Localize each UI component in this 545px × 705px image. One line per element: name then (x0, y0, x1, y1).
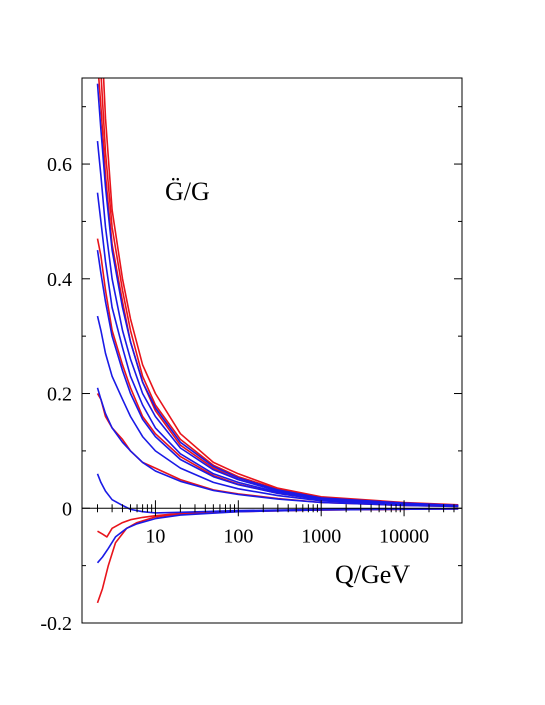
series-blue-10 (96, 249, 459, 507)
y-annotation: G̈/G (165, 177, 210, 206)
y-tick-label: 0.2 (47, 384, 72, 406)
series-blue-7 (96, 83, 459, 507)
y-axis: 0.6 0.4 0.2 0 -0.2 (40, 106, 462, 635)
x-axis: 10 100 1000 10000 (97, 500, 463, 547)
x-tick-label: 100 (223, 525, 253, 547)
plot-frame (81, 77, 463, 624)
y-tick-label: 0.4 (47, 269, 72, 291)
series-blue-9 (96, 192, 459, 507)
x-tick-label: 1000 (301, 525, 341, 547)
x-tick-label: 10 (145, 525, 165, 547)
series-red-1 (100, 78, 459, 507)
series-blue-11 (96, 315, 459, 507)
series-red-0 (102, 78, 459, 506)
x-annotation: Q/GeV (335, 560, 410, 589)
y-tick-label: -0.2 (40, 613, 72, 635)
y-tick-label: 0.6 (47, 154, 72, 176)
series-blue-12 (96, 387, 459, 508)
series-blue-8 (96, 141, 459, 507)
x-tick-label: 10000 (379, 525, 429, 547)
series-blue-14 (96, 508, 459, 564)
series-red-2 (97, 78, 459, 507)
y-tick-label: 0 (62, 498, 72, 520)
